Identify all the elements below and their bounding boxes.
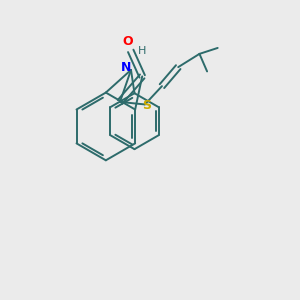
Text: N: N <box>121 61 131 74</box>
Text: H: H <box>138 46 146 56</box>
Text: S: S <box>142 99 151 112</box>
Text: O: O <box>122 34 133 47</box>
